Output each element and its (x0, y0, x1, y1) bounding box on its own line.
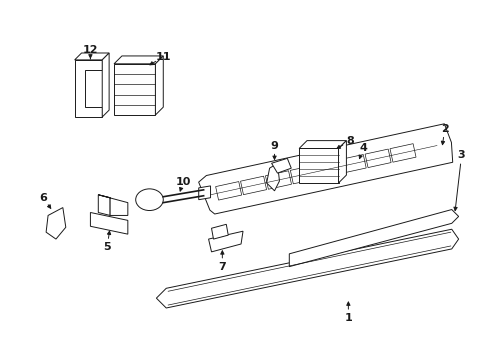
Ellipse shape (136, 189, 163, 211)
Polygon shape (98, 195, 110, 215)
Text: 9: 9 (270, 140, 278, 150)
Polygon shape (156, 229, 458, 308)
Polygon shape (114, 64, 155, 115)
Polygon shape (98, 195, 127, 215)
Polygon shape (211, 224, 228, 239)
Polygon shape (198, 124, 452, 214)
Polygon shape (289, 210, 458, 267)
Polygon shape (90, 212, 127, 234)
Text: 10: 10 (175, 177, 190, 187)
Polygon shape (75, 60, 102, 117)
Polygon shape (266, 163, 279, 191)
Polygon shape (114, 56, 163, 64)
Polygon shape (46, 208, 66, 239)
Text: 3: 3 (457, 150, 465, 161)
Text: 5: 5 (103, 242, 111, 252)
Text: 12: 12 (82, 45, 98, 55)
Text: 4: 4 (359, 144, 366, 153)
Text: 2: 2 (440, 124, 448, 134)
Polygon shape (299, 148, 338, 183)
Polygon shape (271, 158, 291, 173)
Text: 8: 8 (346, 136, 353, 145)
Polygon shape (198, 186, 210, 200)
Polygon shape (155, 56, 163, 115)
Polygon shape (299, 141, 346, 148)
Text: 7: 7 (218, 262, 226, 272)
Text: 1: 1 (344, 313, 351, 323)
Polygon shape (75, 53, 109, 60)
Text: 6: 6 (39, 193, 47, 203)
Polygon shape (208, 231, 243, 252)
Polygon shape (102, 53, 109, 117)
Text: 11: 11 (155, 52, 171, 62)
Polygon shape (338, 141, 346, 183)
